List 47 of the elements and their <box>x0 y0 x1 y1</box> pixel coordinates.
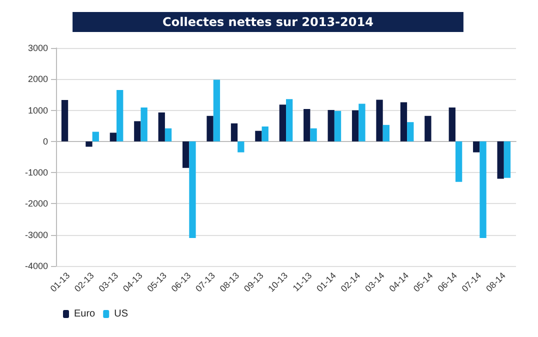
bar <box>473 141 480 152</box>
bar <box>448 107 456 142</box>
bar <box>497 141 504 179</box>
bar <box>504 141 511 178</box>
y-tick-label: 1000 <box>28 105 48 116</box>
y-tick-label: 2000 <box>28 74 48 84</box>
bar <box>376 100 383 142</box>
bar <box>424 116 432 142</box>
y-tick-label: 0 <box>42 136 48 146</box>
bar <box>110 132 117 142</box>
bar <box>189 141 196 238</box>
bar <box>182 141 190 168</box>
bar <box>140 107 148 142</box>
bar <box>92 132 99 142</box>
y-tick-label: -4000 <box>24 261 48 271</box>
bar <box>213 80 220 142</box>
y-tick-label: 3000 <box>28 43 48 53</box>
bar <box>382 124 390 142</box>
bar <box>116 90 124 142</box>
bar <box>164 128 172 142</box>
bar <box>304 109 310 142</box>
bar <box>206 116 214 142</box>
bar <box>134 121 141 142</box>
bar <box>334 110 342 142</box>
bar <box>262 126 268 142</box>
bar <box>400 102 408 142</box>
bar <box>310 128 317 142</box>
bar <box>61 100 68 142</box>
bar <box>407 122 414 142</box>
bar <box>358 104 366 142</box>
bar <box>455 141 462 182</box>
bar <box>286 99 293 142</box>
chart-title: Collectes nettes sur 2013-2014 <box>162 15 374 29</box>
bar <box>352 110 359 142</box>
y-tick-label: -2000 <box>24 198 48 209</box>
bar <box>255 130 262 142</box>
bar <box>328 110 334 142</box>
bar <box>480 141 486 238</box>
bar <box>230 123 238 142</box>
bar <box>238 141 244 152</box>
legend-label: US <box>114 308 128 320</box>
y-tick-label: -1000 <box>24 168 48 178</box>
bar <box>86 141 92 147</box>
legend-label: Euro <box>74 308 96 320</box>
bar <box>279 104 286 142</box>
bar <box>158 112 165 142</box>
y-tick-label: -3000 <box>24 230 48 240</box>
